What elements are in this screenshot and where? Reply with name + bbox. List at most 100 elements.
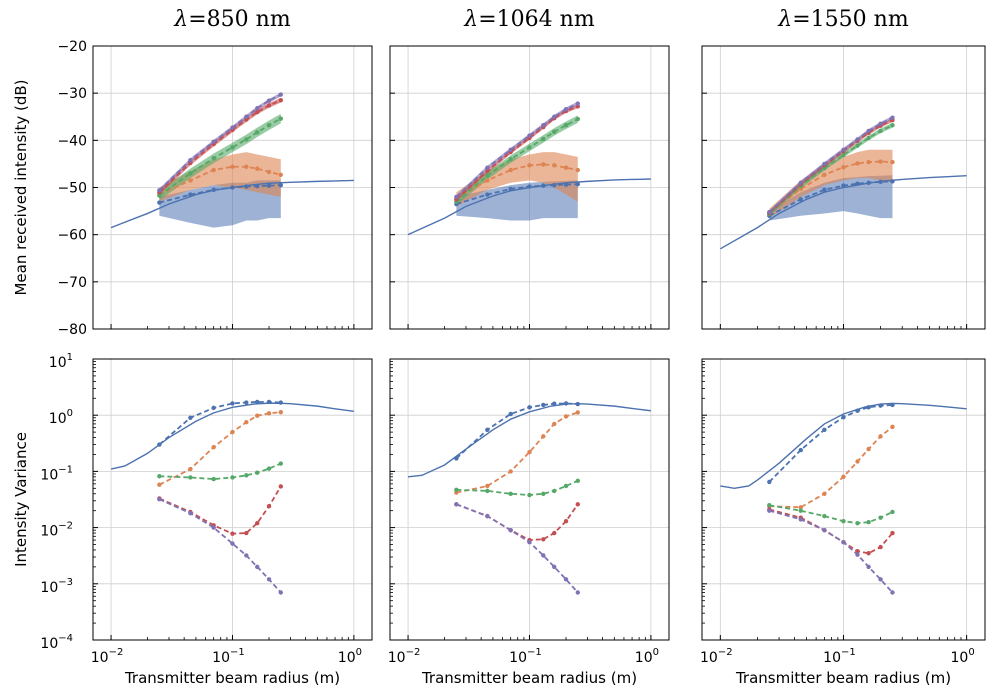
data-point [485,513,490,519]
data-point [563,107,569,112]
data-point [563,165,569,170]
plot-area [110,92,354,229]
data-point [878,128,883,134]
data-point [855,143,860,148]
data-point [855,408,860,413]
data-point [798,197,803,202]
axes-frame [701,358,986,641]
data-point [890,402,895,408]
data-point [563,414,569,419]
data-point [890,179,895,184]
data-point [244,137,249,142]
title-symbol: λ [173,7,188,32]
data-point [278,410,283,415]
data-point [278,484,283,489]
x-tick-label: 10−1 [823,647,856,666]
y-tick-label: −80 [57,322,87,338]
title-text: =850 nm [188,7,291,32]
confidence-band [456,152,578,207]
simulation-curve [768,404,893,483]
data-point [575,401,580,407]
data-point [552,163,557,168]
panel-top-middle: λ=1064 nm [389,7,670,330]
y-tick-label: 101 [49,352,73,371]
data-point [841,147,846,152]
title-text: =1064 nm [478,7,595,32]
data-point [211,525,216,530]
y-tick-label: 10−2 [40,521,73,540]
simulation-curve [456,411,579,494]
data-point [798,505,803,510]
tick-base: 10 [823,650,841,666]
data-point [230,125,235,130]
data-point [866,159,871,165]
data-point [767,508,772,513]
plot-area [407,401,651,595]
tick-base: 10 [338,650,356,666]
y-tick-label: −60 [57,228,87,244]
data-point [866,564,871,570]
tick-base: 10 [40,580,58,596]
tick-exponent: −2 [406,647,421,658]
data-point [266,98,272,103]
data-point [541,491,546,496]
data-point [878,434,883,439]
data-point [244,114,249,119]
data-point [188,171,193,176]
data-point [822,187,827,193]
data-point [508,167,513,173]
data-point [454,456,459,461]
data-point [575,116,580,122]
data-point [188,178,193,183]
data-point [878,515,883,520]
data-point [878,577,883,582]
data-point [866,405,871,410]
plot-area [110,399,354,595]
x-tick-label: 100 [951,647,975,666]
tick-base: 10 [49,355,67,371]
data-point [767,209,772,215]
x-axis-label: Transmitter beam radius (m) [735,669,951,687]
data-point [255,520,260,526]
x-tick-label: 10−1 [509,647,542,666]
data-point [244,553,249,558]
data-point [508,491,513,496]
y-tick-label: 10−3 [40,577,73,596]
data-point [211,405,216,411]
y-tick-label: 100 [49,408,73,427]
data-point [563,123,569,128]
data-point [230,475,235,480]
data-point [855,181,860,186]
data-point [841,183,846,188]
data-point [266,103,272,108]
data-point [575,478,580,484]
data-point [890,590,895,595]
confidence-band [456,115,578,206]
data-point [798,508,803,513]
simulation-curve [159,184,281,204]
data-point [541,434,546,439]
simulation-curve [456,183,578,205]
data-point [541,136,546,142]
data-point [255,183,260,189]
data-point [244,164,249,169]
data-point [211,444,216,450]
simulation-curve [455,102,579,198]
data-point [855,552,860,557]
y-tick-label: −30 [57,86,87,102]
data-point [211,167,216,173]
y-tick-label: −20 [57,39,87,55]
data-point [485,483,490,489]
tick-base: 10 [91,650,109,666]
data-point [211,476,216,482]
data-point [188,157,193,163]
simulation-curve [769,508,894,555]
tick-base: 10 [700,650,718,666]
tick-base: 10 [951,650,969,666]
data-point [866,180,871,185]
x-tick-label: 10−2 [700,647,733,666]
tick-base: 10 [40,636,58,652]
data-point [855,137,860,142]
data-point [485,165,490,170]
